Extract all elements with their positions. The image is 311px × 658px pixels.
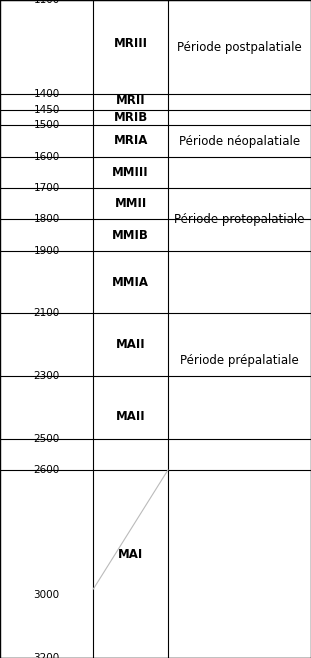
Text: MRIA: MRIA (114, 134, 148, 147)
Text: MMIA: MMIA (112, 276, 149, 288)
Text: MMIII: MMIII (112, 166, 149, 179)
Text: MRIII: MRIII (114, 38, 148, 51)
Text: MRII: MRII (116, 94, 146, 107)
Text: 1600: 1600 (34, 151, 60, 162)
Text: MMIB: MMIB (112, 228, 149, 241)
Text: MRIB: MRIB (114, 111, 148, 124)
Text: Période prépalatiale: Période prépalatiale (180, 354, 299, 367)
Text: Période protopalatiale: Période protopalatiale (174, 213, 305, 226)
Text: 3200: 3200 (34, 653, 60, 658)
Text: 1800: 1800 (34, 215, 60, 224)
Text: 2300: 2300 (34, 371, 60, 381)
Text: 1500: 1500 (34, 120, 60, 130)
Text: MAI: MAI (118, 548, 143, 561)
Text: 1900: 1900 (34, 245, 60, 256)
Text: MAII: MAII (116, 338, 146, 351)
Text: 3000: 3000 (34, 590, 60, 600)
Text: 1450: 1450 (34, 105, 60, 114)
Text: 2600: 2600 (34, 465, 60, 475)
Text: Période néopalatiale: Période néopalatiale (179, 134, 300, 147)
Text: MAII: MAII (116, 410, 146, 423)
Text: 1100: 1100 (34, 0, 60, 5)
Text: 2500: 2500 (34, 434, 60, 443)
Text: Période postpalatiale: Période postpalatiale (177, 41, 302, 53)
Text: 1400: 1400 (34, 89, 60, 99)
Text: 2100: 2100 (34, 309, 60, 318)
Text: 1700: 1700 (34, 183, 60, 193)
Text: MMII: MMII (114, 197, 147, 210)
